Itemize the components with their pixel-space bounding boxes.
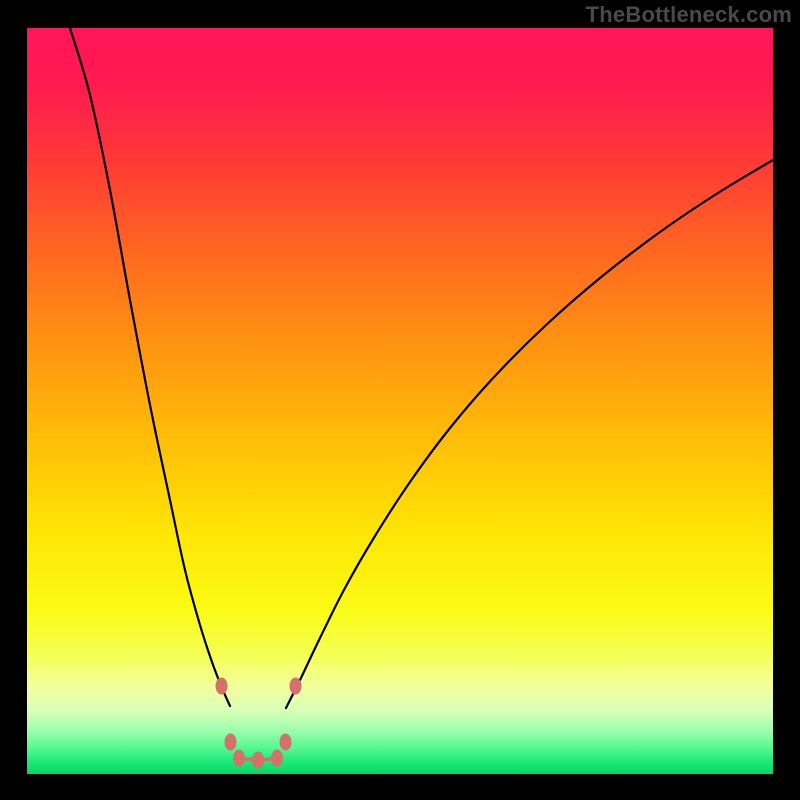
plot-area-gradient (27, 28, 773, 774)
chart-container: TheBottleneck.com (0, 0, 800, 800)
curve-marker (271, 750, 283, 767)
curve-marker (216, 678, 228, 695)
watermark-text: TheBottleneck.com (586, 2, 792, 28)
curve-marker (225, 734, 237, 751)
bottleneck-curve-chart (0, 0, 800, 800)
curve-marker (280, 734, 292, 751)
curve-marker (233, 750, 245, 767)
curve-marker (252, 752, 264, 769)
curve-marker (290, 678, 302, 695)
